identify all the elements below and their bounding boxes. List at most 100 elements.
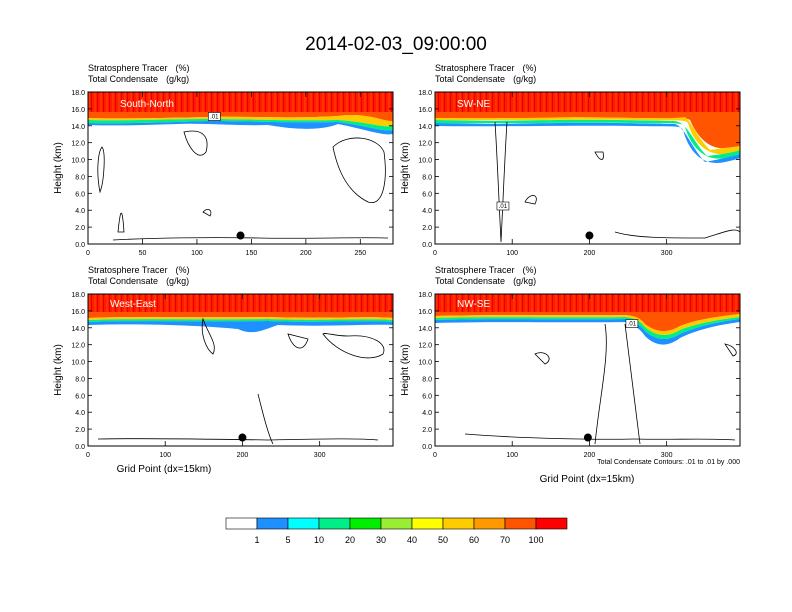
condensate-contour xyxy=(97,317,385,445)
x-tick-label: 300 xyxy=(314,452,326,459)
panel-direction-label: South-North xyxy=(120,99,174,110)
x-tick-label: 300 xyxy=(661,250,673,257)
tracer-fill-20 xyxy=(88,119,393,131)
main-title: 2014-02-03_09:00:00 xyxy=(305,34,487,55)
y-tick-label: 10.0 xyxy=(418,360,432,367)
colorbar-swatch xyxy=(225,517,258,530)
panel-header-line1: Stratosphere Tracer (%) xyxy=(88,265,190,275)
panel-header-line2: Total Condensate (g/kg) xyxy=(435,276,536,286)
contour-label-text: .01 xyxy=(499,204,508,210)
tracer-fill-70 xyxy=(435,112,740,149)
colorbar-swatch xyxy=(473,517,506,530)
y-axis-label: Height (km) xyxy=(53,142,64,194)
x-tick-label: 0 xyxy=(86,250,90,257)
contour-label-box xyxy=(208,112,221,121)
x-tick-label: 0 xyxy=(86,452,90,459)
y-tick-label: 0.0 xyxy=(422,444,432,451)
panel-sw-ne: Stratosphere Tracer (%) Total Condensate (… xyxy=(400,63,741,257)
stratosphere-band xyxy=(435,92,740,112)
y-tick-label: 0.0 xyxy=(422,242,432,249)
colorbar-swatch xyxy=(442,517,475,530)
tracer-fill-5 xyxy=(88,321,393,333)
x-tick-label: 200 xyxy=(584,250,596,257)
y-axis-label: Height (km) xyxy=(53,344,64,396)
contour-label-box xyxy=(496,201,510,211)
y-axis-ticks: 0.0 2.0 4.0 6.0 8.0 10.0 12.0 14.0 16.0 18.0 xyxy=(418,90,740,249)
tracer-fill-50 xyxy=(435,117,740,155)
condensate-contour xyxy=(494,121,740,243)
plot-frame xyxy=(87,293,394,447)
y-tick-label: 4.0 xyxy=(422,410,432,417)
y-tick-label: 0.0 xyxy=(75,444,85,451)
y-tick-label: 6.0 xyxy=(75,393,85,400)
plot-frame xyxy=(87,91,394,245)
panel-direction-label: NW-SE xyxy=(457,299,490,310)
header-condensate-units: (g/kg) xyxy=(513,276,536,286)
panel-header-line1: Stratosphere Tracer (%) xyxy=(88,63,190,73)
y-tick-label: 2.0 xyxy=(422,225,432,232)
y-tick-label: 8.0 xyxy=(422,174,432,181)
x-tick-label: 200 xyxy=(584,452,596,459)
colorbar-swatch xyxy=(411,517,444,530)
y-axis-label: Height (km) xyxy=(400,142,411,194)
panel-header-line2: Total Condensate (g/kg) xyxy=(88,74,189,84)
panel-nw-se: Stratosphere Tracer (%) Total Condensate (… xyxy=(400,265,741,485)
y-tick-label: 12.0 xyxy=(71,141,85,148)
x-axis-label: Grid Point (dx=15km) xyxy=(117,464,212,475)
location-marker xyxy=(583,433,592,442)
panel-direction-label: West-East xyxy=(110,299,156,310)
colorbar-label: 10 xyxy=(314,535,324,545)
y-tick-label: 14.0 xyxy=(71,124,85,131)
header-condensate-label: Total Condensate xyxy=(435,74,505,84)
header-tracer-units: (%) xyxy=(176,265,190,275)
y-tick-label: 6.0 xyxy=(422,191,432,198)
x-tick-label: 200 xyxy=(237,452,249,459)
x-axis-ticks: 0 100 200 300 xyxy=(433,294,673,459)
y-tick-label: 2.0 xyxy=(422,427,432,434)
colorbar-swatch xyxy=(535,517,568,530)
y-tick-label: 4.0 xyxy=(75,208,85,215)
colorbar-swatch xyxy=(287,517,320,530)
condensate-contour xyxy=(464,323,737,445)
tracer-fill-5 xyxy=(88,121,393,135)
header-condensate-units: (g/kg) xyxy=(513,74,536,84)
tracer-fill-20 xyxy=(88,319,393,322)
header-tracer-label: Stratosphere Tracer xyxy=(435,63,515,73)
header-tracer-label: Stratosphere Tracer xyxy=(435,265,515,275)
y-tick-label: 16.0 xyxy=(71,107,85,114)
colorbar: 1 5 10 20 30 40 50 60 70 100 xyxy=(225,517,568,545)
header-tracer-units: (%) xyxy=(176,63,190,73)
panel-header-line1: Stratosphere Tracer (%) xyxy=(435,265,537,275)
colorbar-label: 100 xyxy=(528,535,543,545)
y-tick-label: 0.0 xyxy=(75,242,85,249)
y-tick-label: 12.0 xyxy=(71,343,85,350)
x-axis-label: Grid Point (dx=15km) xyxy=(540,474,635,485)
stratosphere-band xyxy=(435,294,740,312)
plot-frame xyxy=(434,293,741,447)
x-tick-label: 100 xyxy=(159,452,171,459)
colorbar-swatch xyxy=(504,517,537,530)
y-axis-ticks: 0.0 2.0 4.0 6.0 8.0 10.0 12.0 14.0 16.0 18.0 xyxy=(418,292,740,451)
contour-label-text: .01 xyxy=(210,114,219,120)
y-axis-label: Height (km) xyxy=(400,344,411,396)
header-condensate-label: Total Condensate xyxy=(88,276,158,286)
panel-header-line2: Total Condensate (g/kg) xyxy=(88,276,189,286)
y-tick-label: 18.0 xyxy=(418,90,432,97)
panel-header-line1: Stratosphere Tracer (%) xyxy=(435,63,537,73)
y-tick-label: 12.0 xyxy=(418,343,432,350)
y-axis-ticks: 0.0 2.0 4.0 6.0 8.0 10.0 12.0 14.0 16.0 18.0 xyxy=(71,90,393,249)
colorbar-label: 40 xyxy=(407,535,417,545)
y-tick-label: 14.0 xyxy=(418,124,432,131)
header-tracer-units: (%) xyxy=(523,265,537,275)
y-tick-label: 2.0 xyxy=(75,225,85,232)
location-marker xyxy=(236,231,245,240)
contour-footnote: Total Condensate Contours: .01 to .01 by… xyxy=(597,459,740,466)
tracer-fill-50 xyxy=(435,314,740,336)
location-marker xyxy=(585,231,594,240)
x-tick-label: 250 xyxy=(354,250,366,257)
header-tracer-units: (%) xyxy=(523,63,537,73)
y-tick-label: 18.0 xyxy=(71,292,85,299)
header-condensate-units: (g/kg) xyxy=(166,74,189,84)
y-tick-label: 8.0 xyxy=(75,376,85,383)
panel-direction-label: SW-NE xyxy=(457,99,490,110)
